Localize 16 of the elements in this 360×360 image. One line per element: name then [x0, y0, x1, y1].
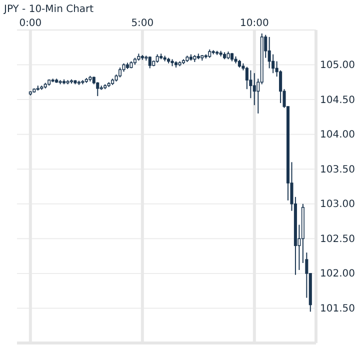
y-tick-label: 104.00 [320, 130, 355, 141]
y-tick-label: 105.00 [320, 60, 355, 71]
candlestick [118, 67, 122, 78]
y-tick-label: 102.50 [320, 234, 355, 245]
candlestick [252, 72, 256, 106]
y-tick-label: 103.00 [320, 199, 355, 210]
y-tick-label: 104.50 [320, 94, 355, 106]
chart-title: JPY - 10-Min Chart [3, 4, 94, 15]
y-tick-label: 101.50 [320, 303, 355, 314]
candlestick [268, 36, 271, 69]
x-tick-label: 0:00 [19, 18, 42, 29]
x-tick-label: 5:00 [131, 18, 154, 29]
y-tick-label: 102.00 [320, 268, 355, 280]
x-tick-label: 10:00 [240, 18, 269, 29]
y-tick-label: 103.50 [320, 164, 355, 176]
candlestick [249, 70, 252, 99]
